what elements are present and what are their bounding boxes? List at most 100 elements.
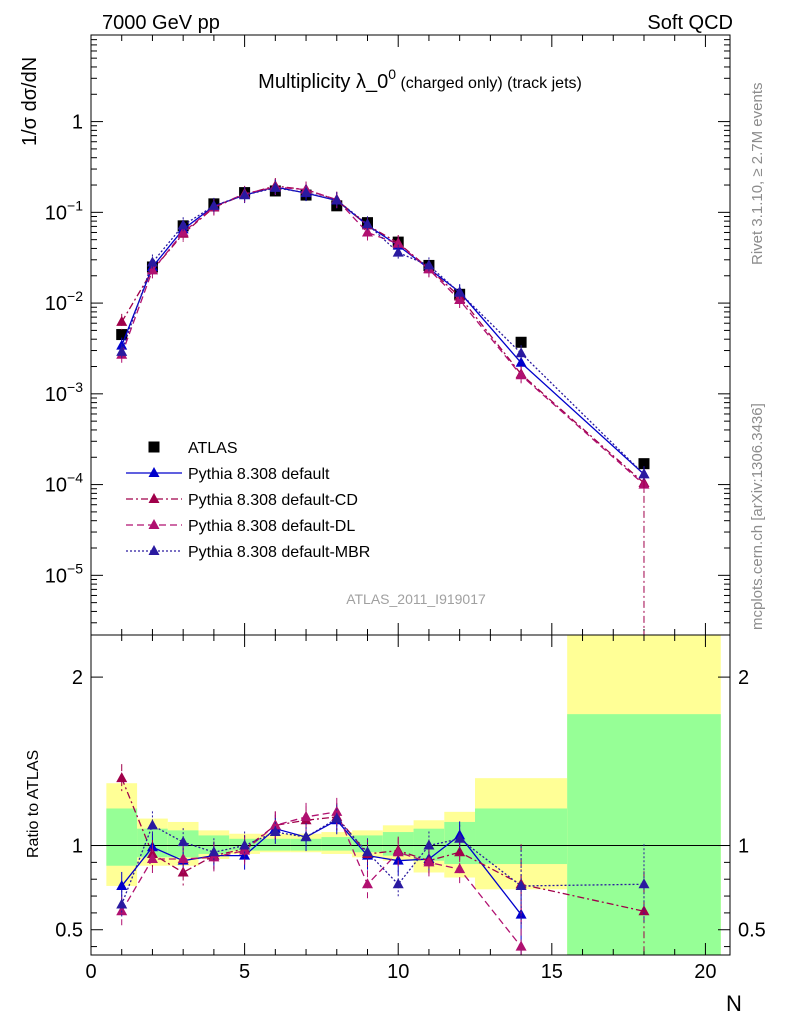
legend-entry-2: Pythia 8.308 default-CD xyxy=(126,492,358,509)
main-point xyxy=(392,246,404,257)
ratio-point xyxy=(146,853,158,863)
x-axis-label: N xyxy=(726,991,742,1016)
ratio-point xyxy=(423,856,435,867)
ratio-point xyxy=(116,898,128,909)
ratio-point xyxy=(239,844,251,855)
green-band-bin xyxy=(259,838,291,851)
ratio-point xyxy=(392,878,404,889)
ratio-point xyxy=(116,772,128,783)
legend-label: Pythia 8.308 default-DL xyxy=(188,518,355,535)
main-series-0 xyxy=(116,185,650,470)
ratio-point xyxy=(269,819,281,830)
ratio-point xyxy=(300,831,312,842)
x-tick-label: 20 xyxy=(694,961,716,983)
ratio-y-tick-label-right: 2 xyxy=(738,667,749,689)
ratio-point xyxy=(423,839,435,850)
main-point xyxy=(269,181,281,192)
main-point xyxy=(454,294,466,305)
main-point xyxy=(454,286,466,297)
main-point xyxy=(361,218,373,229)
x-tick-label: 0 xyxy=(85,961,96,983)
main-y-tick-label: 10−5 xyxy=(45,560,83,587)
main-y-tick-label: 10−4 xyxy=(45,470,83,497)
main-point xyxy=(515,347,527,358)
ratio-point xyxy=(116,879,128,890)
ratio-uncertainty-bands xyxy=(106,635,721,955)
ratio-point xyxy=(515,879,527,890)
legend-marker xyxy=(148,545,160,555)
ratio-point xyxy=(269,826,281,837)
ratio-point xyxy=(208,851,220,862)
ratio-point xyxy=(331,805,343,816)
ratio-series-line xyxy=(121,777,645,912)
title-rest: (charged only) (track jets) xyxy=(396,75,582,92)
ratio-point xyxy=(116,905,128,916)
legend-entry-3: Pythia 8.308 default-DL xyxy=(126,518,355,535)
ratio-axis-ticks: 0.5 0.51 12 20 5 10 15 20 xyxy=(55,635,766,983)
ratio-point xyxy=(361,878,373,889)
ratio-series-3 xyxy=(116,804,650,926)
main-series-line xyxy=(121,186,645,486)
ratio-series-line xyxy=(121,817,644,905)
main-point xyxy=(515,369,527,380)
main-point xyxy=(515,356,527,367)
x-tick-label: 5 xyxy=(239,961,250,983)
green-band-bin xyxy=(321,837,353,851)
legend-marker xyxy=(148,493,160,503)
main-point xyxy=(239,189,251,200)
ratio-point xyxy=(208,846,220,857)
ratio-point xyxy=(454,863,466,874)
ratio-point xyxy=(454,846,466,857)
ratio-series-2 xyxy=(116,797,527,955)
legend-entry-1: Pythia 8.308 default xyxy=(126,466,330,483)
legend-marker xyxy=(148,467,160,477)
atlas-data-point xyxy=(116,329,128,341)
main-point xyxy=(331,194,343,205)
ratio-point xyxy=(300,810,312,821)
main-y-tick-label: 10−1 xyxy=(45,197,83,224)
ratio-point xyxy=(361,846,373,857)
main-series-line xyxy=(121,186,645,475)
legend-marker xyxy=(148,519,160,529)
main-series-line xyxy=(121,185,645,484)
ratio-ylabel: Ratio to ATLAS xyxy=(25,750,42,858)
title-superscript: 0 xyxy=(388,66,396,82)
main-point xyxy=(392,237,404,248)
main-point xyxy=(177,226,189,237)
green-band-bin xyxy=(106,808,138,866)
main-series xyxy=(116,178,650,635)
legend: ATLAS Pythia 8.308 default Pythia 8.308 de… xyxy=(126,440,370,561)
ratio-y-tick-label-right: 1 xyxy=(738,836,749,858)
ratio-point xyxy=(331,812,343,823)
ratio-point xyxy=(177,853,189,863)
ratio-point xyxy=(515,940,527,951)
main-point xyxy=(300,186,312,197)
main-y-tick-label: 10−3 xyxy=(45,379,83,406)
main-point xyxy=(116,345,128,356)
ratio-point xyxy=(454,832,466,843)
main-series-1 xyxy=(116,179,650,483)
main-title: Multiplicity λ_00 (charged only) (track … xyxy=(258,66,582,93)
main-series-line xyxy=(121,187,645,475)
main-axis-ticks: 10−5 10−4 10−3 10−2 10−1 1 xyxy=(45,34,730,635)
atlas-data-point xyxy=(515,336,527,348)
main-point xyxy=(116,315,128,326)
main-point xyxy=(208,199,220,210)
rivet-version-label: Rivet 3.1.10, ≥ 2.7M events xyxy=(749,83,766,266)
main-point xyxy=(423,259,435,270)
ratio-y-tick-label: 1 xyxy=(72,836,83,858)
header-left: 7000 GeV pp xyxy=(102,12,220,34)
x-tick-label: 15 xyxy=(541,961,563,983)
legend-label: ATLAS xyxy=(188,440,238,457)
legend-label: Pythia 8.308 default-CD xyxy=(188,492,358,509)
ratio-point xyxy=(239,839,251,850)
main-plot-frame xyxy=(90,34,731,636)
main-y-tick-label: 10−2 xyxy=(45,288,83,315)
legend-entry-4: Pythia 8.308 default-MBR xyxy=(126,544,370,561)
ratio-y-tick-label: 2 xyxy=(72,667,83,689)
atlas-data-point xyxy=(638,458,650,470)
main-point xyxy=(177,219,189,230)
title-main: Multiplicity λ_0 xyxy=(258,71,388,93)
ratio-plot-frame xyxy=(90,634,731,956)
